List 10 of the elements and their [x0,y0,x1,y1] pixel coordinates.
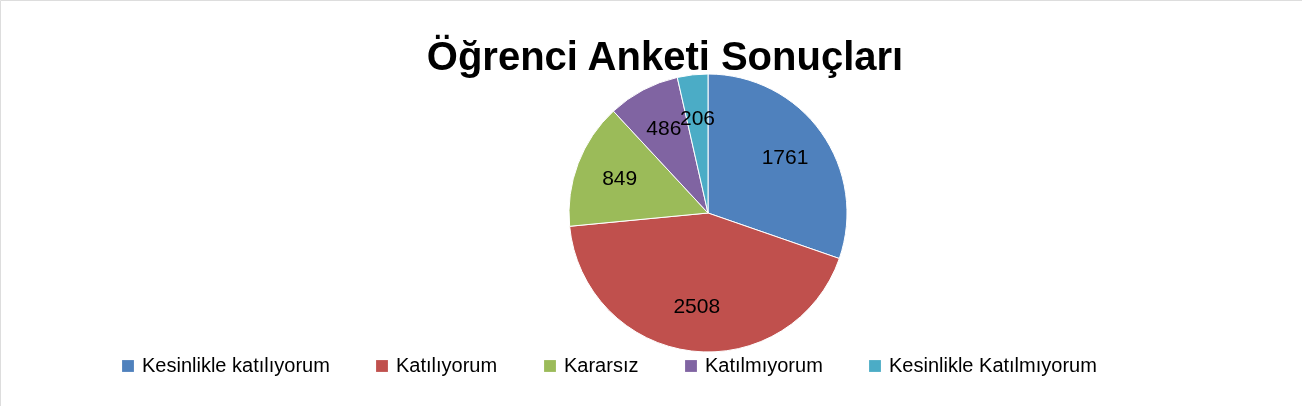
legend-label: Kararsız [564,354,639,376]
chart-title: Öğrenci Anketi Sonuçları [426,34,904,78]
legend-label: Katılıyorum [396,354,498,376]
data-label: 849 [602,166,638,190]
data-label: 1761 [761,145,809,169]
legend-label: Kesinlikle katılıyorum [142,354,330,376]
data-label: 486 [646,116,682,140]
legend-label: Kesinlikle Katılmıyorum [889,354,1097,376]
data-label: 2508 [673,293,721,317]
legend-label: Katılmıyorum [705,354,823,376]
